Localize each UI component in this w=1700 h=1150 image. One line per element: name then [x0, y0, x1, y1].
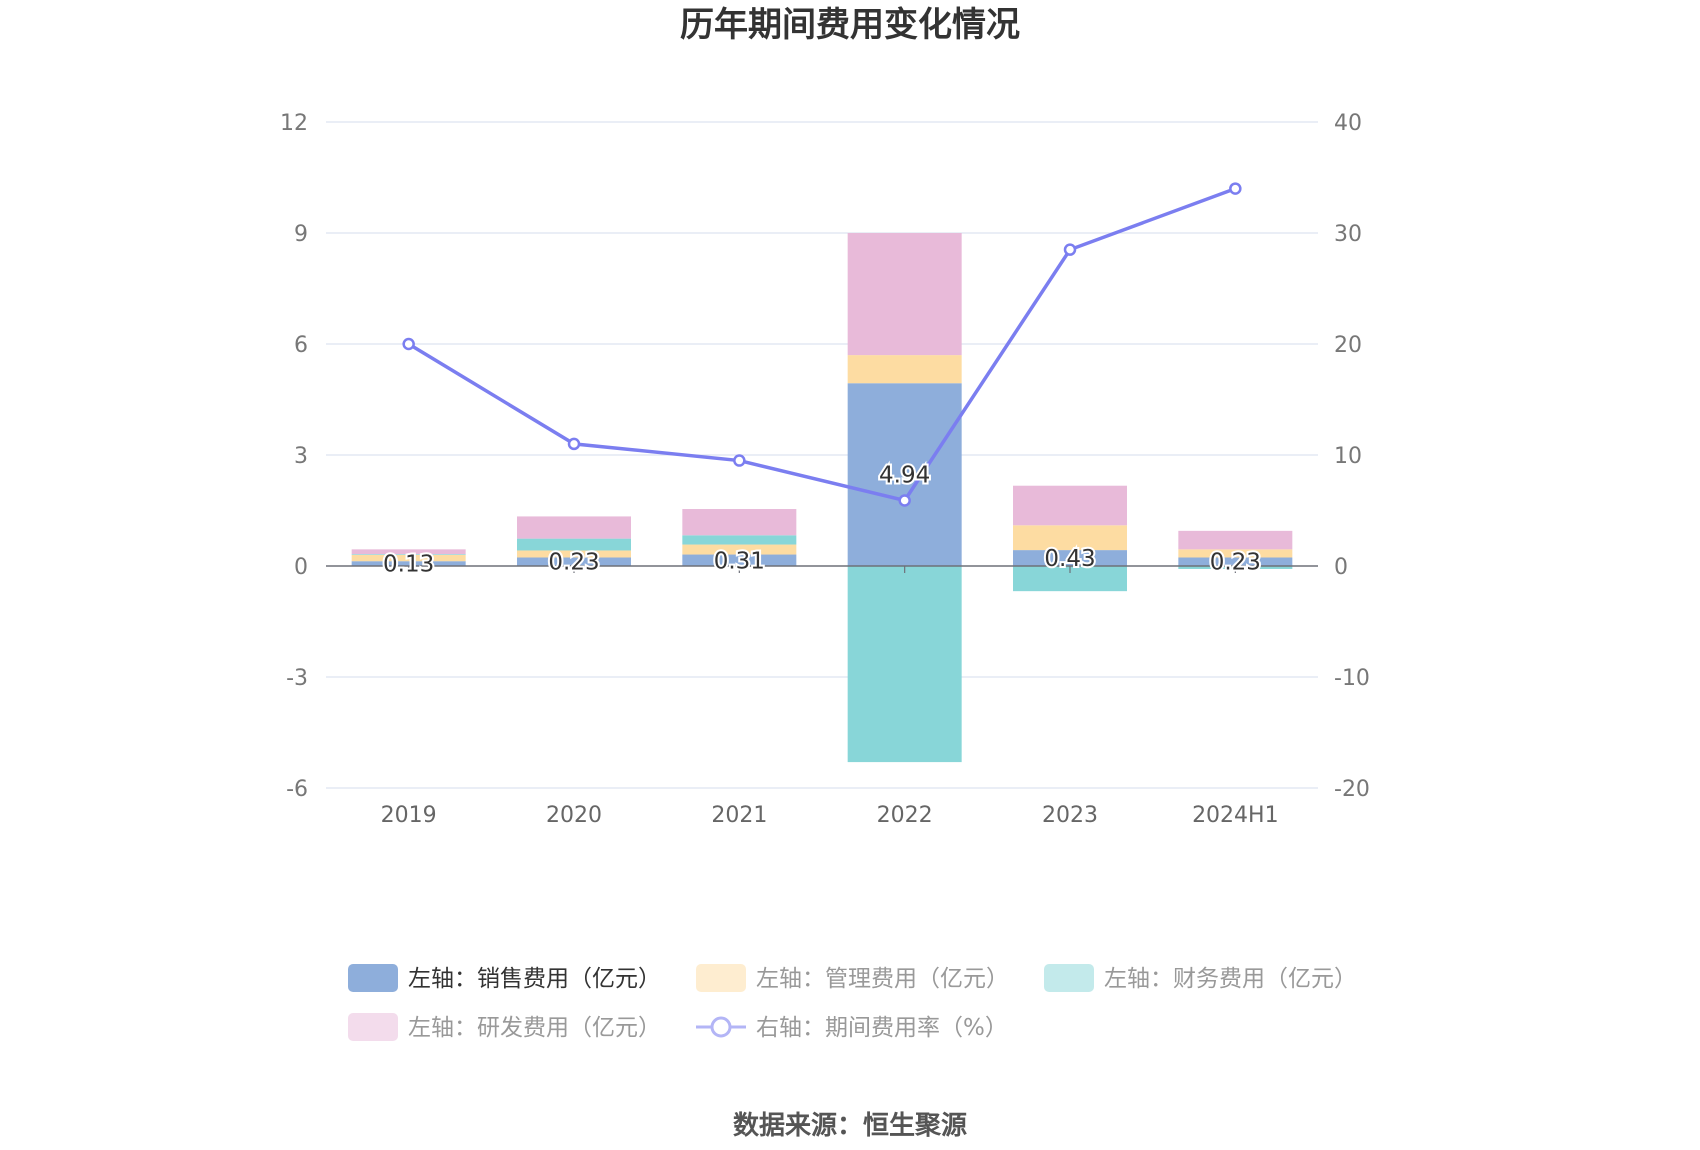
legend-item[interactable]: 左轴：销售费用（亿元） [348, 964, 661, 992]
legend-label: 左轴：财务费用（亿元） [1104, 966, 1357, 992]
line-path [407, 186, 1236, 503]
data-labels: 0.13 0.23 0.31 4.94 0.43 0.23 [381, 461, 1263, 580]
legend-label: 右轴：期间费用率（%） [756, 1015, 1008, 1041]
right-axis-tick-label: 40 [1334, 111, 1362, 136]
left-axis-tick-label: -3 [286, 666, 308, 691]
bar-series [351, 233, 1293, 763]
left-axis-tick-label: 12 [280, 111, 308, 136]
bar [517, 550, 631, 558]
left-axis: -6 -3 0 3 6 9 12 [280, 111, 308, 802]
right-axis-tick-label: 20 [1334, 333, 1362, 358]
line-series [402, 182, 1242, 507]
legend-swatch [1044, 964, 1094, 992]
legend-item[interactable]: 左轴：管理费用（亿元） [696, 964, 1009, 992]
bar [847, 355, 962, 384]
left-axis-tick-label: 0 [294, 555, 308, 580]
left-axis-tick-label: 3 [294, 444, 308, 469]
x-axis-tick-label: 2020 [546, 803, 602, 828]
line-point [733, 454, 746, 467]
bar [847, 566, 962, 763]
legend-item[interactable]: 左轴：财务费用（亿元） [1044, 964, 1357, 992]
x-axis: 2019 2020 2021 2022 2023 2024H1 [326, 565, 1318, 828]
bar [351, 549, 466, 555]
bar [682, 509, 797, 536]
left-axis-tick-label: 9 [294, 222, 308, 247]
left-axis-tick-label: -6 [286, 777, 308, 802]
legend-swatch [696, 964, 746, 992]
bar [1178, 549, 1293, 558]
legend-label: 左轴：管理费用（亿元） [756, 966, 1009, 992]
data-label: 0.43 [1044, 546, 1095, 572]
bar [517, 557, 631, 566]
bar [351, 561, 466, 566]
line-point [1063, 243, 1077, 256]
line-point [402, 337, 415, 351]
data-label: 0.23 [1210, 550, 1261, 576]
x-axis-tick-label: 2019 [381, 803, 437, 828]
bar [1013, 525, 1127, 551]
bar [1178, 530, 1293, 550]
bar [682, 535, 797, 545]
bar [351, 554, 466, 555]
right-axis-tick-label: 30 [1334, 222, 1362, 247]
x-axis-tick-label: 2024H1 [1192, 803, 1279, 828]
bar [517, 516, 631, 539]
chart-title: 历年期间费用变化情况 [680, 5, 1020, 45]
bar [517, 538, 631, 551]
source-note: 数据来源：恒生聚源 [733, 1111, 967, 1141]
bar [351, 554, 466, 562]
bar [682, 544, 797, 555]
gridlines [326, 121, 1318, 789]
left-axis-tick-label: 6 [294, 333, 308, 358]
bar [1013, 485, 1127, 526]
x-axis-tick-label: 2022 [877, 803, 933, 828]
x-axis-tick-label: 2021 [711, 803, 767, 828]
right-axis-tick-label: 0 [1334, 555, 1348, 580]
bar [682, 554, 797, 566]
line-point [1229, 182, 1242, 195]
right-axis-tick-label: 10 [1334, 444, 1362, 469]
bar [847, 383, 962, 566]
legend-swatch [348, 1013, 398, 1041]
legend[interactable]: 左轴：销售费用（亿元） 左轴：管理费用（亿元） 左轴：财务费用（亿元） 左轴：研发费用… [348, 964, 1357, 1041]
right-axis-tick-label: -10 [1334, 666, 1370, 691]
right-axis-tick-label: -20 [1334, 777, 1370, 802]
data-label: 4.94 [879, 463, 930, 489]
legend-label: 左轴：销售费用（亿元） [408, 966, 661, 992]
x-axis-tick-label: 2023 [1042, 803, 1098, 828]
data-label: 0.23 [548, 550, 599, 576]
legend-item[interactable]: 右轴：期间费用率（%） [696, 1015, 1008, 1041]
data-label: 0.13 [383, 552, 434, 578]
bar [1178, 557, 1293, 566]
bar [1013, 550, 1127, 566]
legend-swatch [348, 964, 398, 992]
line-point [898, 494, 911, 507]
right-axis: -20 -10 0 10 20 30 40 [1334, 111, 1370, 802]
line-point [567, 437, 581, 451]
data-label: 0.31 [714, 548, 765, 574]
legend-label: 左轴：研发费用（亿元） [408, 1015, 661, 1041]
legend-item[interactable]: 左轴：研发费用（亿元） [348, 1013, 661, 1041]
legend-point-marker [710, 1016, 732, 1038]
bar [847, 233, 962, 356]
